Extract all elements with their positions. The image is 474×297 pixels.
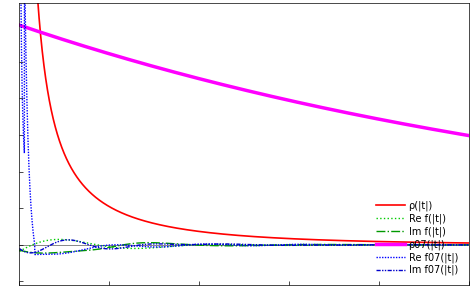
Re f07(|t|) bbox=[309, 243, 315, 246]
Im f07(|t|) bbox=[65, 238, 71, 242]
ρ07(|t|) bbox=[189, 75, 194, 78]
Im f(|t|) bbox=[17, 248, 22, 252]
Re f(|t|) bbox=[352, 243, 358, 247]
Re f07(|t|) bbox=[352, 244, 358, 247]
Im f07(|t|) bbox=[286, 244, 292, 247]
ρ07(|t|) bbox=[17, 23, 22, 27]
Line: Re f07(|t|): Re f07(|t|) bbox=[19, 0, 469, 255]
ρ07(|t|) bbox=[98, 50, 104, 53]
Re f(|t|) bbox=[189, 243, 194, 247]
Im f(|t|) bbox=[286, 243, 292, 247]
Im f07(|t|) bbox=[17, 247, 22, 250]
Re f(|t|) bbox=[56, 238, 62, 241]
ρ07(|t|) bbox=[286, 99, 292, 102]
ρ(|t|) bbox=[309, 238, 315, 241]
ρ(|t|) bbox=[386, 240, 392, 244]
Im f07(|t|) bbox=[310, 243, 315, 247]
Re f07(|t|) bbox=[189, 243, 194, 247]
Re f(|t|) bbox=[386, 243, 392, 247]
Im f(|t|) bbox=[352, 243, 358, 247]
ρ(|t|) bbox=[98, 200, 104, 203]
Im f(|t|) bbox=[41, 251, 46, 255]
Line: Re f(|t|): Re f(|t|) bbox=[19, 239, 469, 251]
ρ07(|t|) bbox=[466, 134, 472, 138]
Im f(|t|) bbox=[146, 241, 152, 244]
Im f(|t|) bbox=[310, 243, 315, 246]
Re f07(|t|) bbox=[286, 243, 292, 246]
Im f(|t|) bbox=[99, 247, 104, 251]
Im f07(|t|) bbox=[27, 251, 33, 255]
Re f(|t|) bbox=[466, 243, 472, 247]
ρ(|t|) bbox=[286, 237, 292, 240]
Im f(|t|) bbox=[387, 243, 392, 247]
Re f07(|t|) bbox=[466, 243, 472, 247]
ρ(|t|) bbox=[466, 241, 472, 245]
Legend: ρ(|t|), Re f(|t|), Im f(|t|), ρ07(|t|), Re f07(|t|), Im f07(|t|): ρ(|t|), Re f(|t|), Im f(|t|), ρ07(|t|), … bbox=[374, 198, 460, 277]
Im f07(|t|) bbox=[387, 243, 392, 246]
Re f(|t|) bbox=[99, 244, 104, 247]
Line: Im f07(|t|): Im f07(|t|) bbox=[19, 240, 469, 253]
Re f(|t|) bbox=[17, 249, 22, 253]
Im f(|t|) bbox=[189, 243, 194, 247]
Re f(|t|) bbox=[309, 244, 315, 247]
Im f07(|t|) bbox=[189, 243, 194, 247]
Line: Im f(|t|): Im f(|t|) bbox=[19, 243, 469, 253]
Im f07(|t|) bbox=[466, 243, 472, 247]
ρ07(|t|) bbox=[352, 113, 358, 116]
ρ07(|t|) bbox=[386, 119, 392, 123]
Re f07(|t|) bbox=[99, 244, 104, 248]
ρ(|t|) bbox=[352, 239, 358, 243]
Line: ρ(|t|): ρ(|t|) bbox=[19, 0, 469, 243]
Line: ρ07(|t|): ρ07(|t|) bbox=[19, 25, 469, 136]
Re f07(|t|) bbox=[32, 253, 37, 256]
ρ07(|t|) bbox=[309, 104, 315, 107]
Im f(|t|) bbox=[466, 243, 472, 247]
Im f07(|t|) bbox=[99, 246, 104, 250]
Re f(|t|) bbox=[286, 244, 292, 247]
ρ(|t|) bbox=[189, 229, 194, 232]
Im f07(|t|) bbox=[352, 243, 358, 247]
Re f07(|t|) bbox=[386, 243, 392, 246]
